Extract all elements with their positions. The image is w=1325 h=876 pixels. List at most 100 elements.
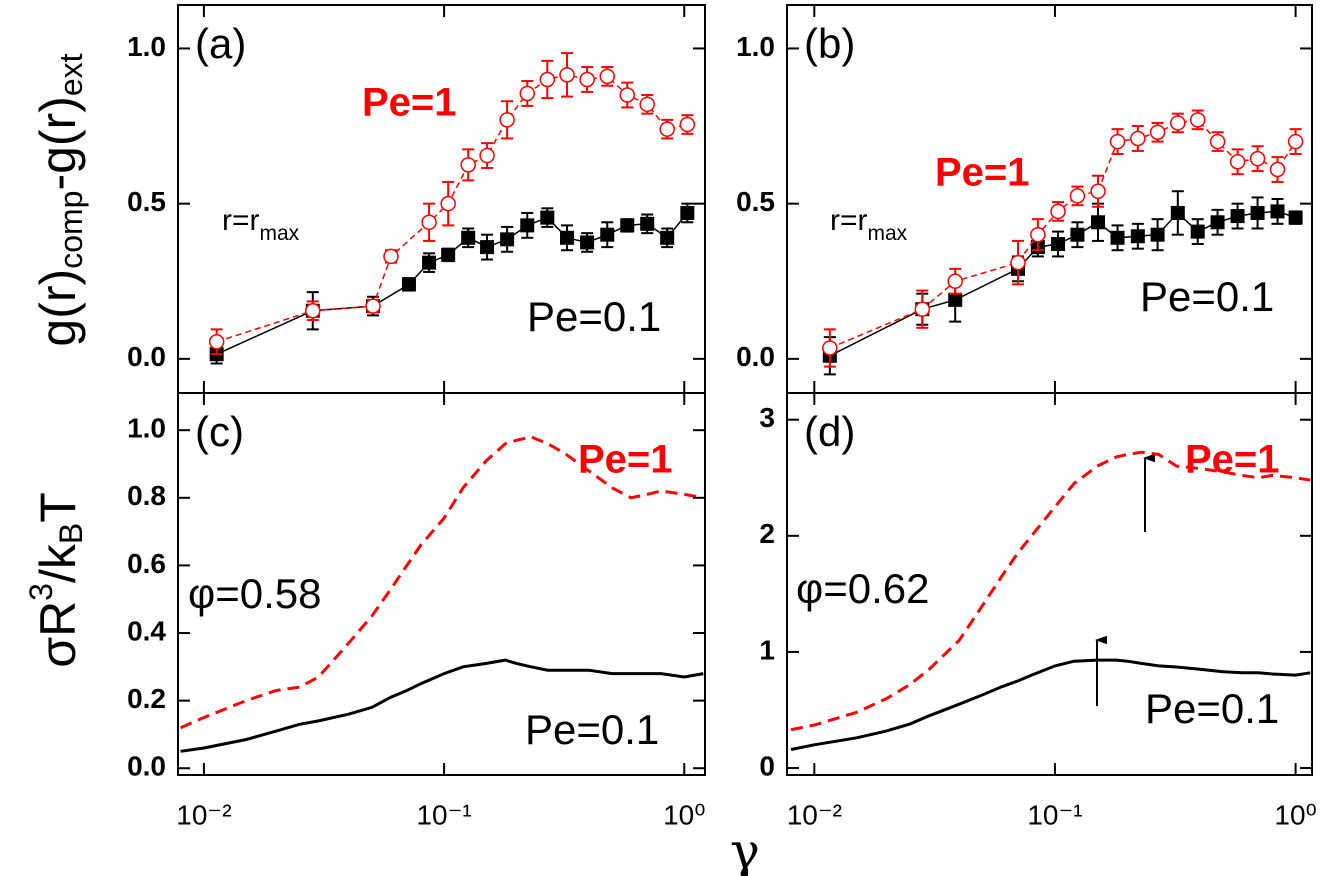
marker xyxy=(383,248,399,265)
marker xyxy=(519,85,536,102)
plot-area xyxy=(179,435,704,753)
marker xyxy=(1091,215,1106,230)
label-sub: ext xyxy=(53,53,89,96)
note-text: r=r xyxy=(830,204,868,237)
y-tick-label: 0.5 xyxy=(127,186,166,217)
marker xyxy=(1130,130,1146,147)
marker xyxy=(579,71,595,88)
series-line xyxy=(179,435,704,730)
marker xyxy=(1249,150,1266,167)
marker xyxy=(1209,133,1226,150)
x-tick-label: 10⁻² xyxy=(787,799,842,830)
marker xyxy=(680,205,695,220)
marker xyxy=(1109,133,1126,150)
marker xyxy=(659,121,675,137)
marker xyxy=(1130,229,1145,244)
note-sub: max xyxy=(868,222,908,245)
marker xyxy=(1150,227,1165,242)
marker xyxy=(1051,237,1066,252)
marker xyxy=(1010,254,1026,271)
marker xyxy=(208,334,225,350)
frame xyxy=(786,392,1313,776)
series-label: Pe=1 xyxy=(362,81,457,125)
marker xyxy=(560,230,575,245)
marker xyxy=(660,230,675,245)
plot-area xyxy=(822,109,1304,376)
marker xyxy=(1170,115,1186,131)
y-axis-label: g(r)comp-g(r)ext xyxy=(30,53,89,346)
x-tick-label: 10⁻¹ xyxy=(416,799,471,830)
label-sub: B xyxy=(53,523,89,544)
series-line xyxy=(790,658,1311,751)
marker xyxy=(639,96,655,113)
label-part: g(r) xyxy=(30,269,86,347)
marker xyxy=(540,210,555,225)
x-tick-label: 10⁰ xyxy=(1274,799,1316,830)
y-tick-label: 3 xyxy=(759,402,775,433)
marker xyxy=(620,218,635,233)
label-part: /k xyxy=(30,543,86,583)
marker xyxy=(1050,203,1066,220)
marker xyxy=(500,232,515,247)
marker xyxy=(1229,154,1246,170)
y-axis-label: σR3/kBT xyxy=(23,492,89,668)
series-label: Pe=1 xyxy=(578,438,673,482)
panel-label: (d) xyxy=(804,408,855,455)
x-axis-label: γ xyxy=(730,822,760,876)
panel-label: (b) xyxy=(804,20,855,67)
marker xyxy=(640,216,655,231)
series-line xyxy=(829,118,1297,349)
series-line xyxy=(216,74,688,343)
y-tick-label: 0.8 xyxy=(127,480,166,511)
marker xyxy=(421,214,437,231)
marker xyxy=(422,255,437,270)
y-tick-label: 0.2 xyxy=(127,683,166,714)
plot-area xyxy=(790,450,1311,751)
frame xyxy=(177,392,706,776)
label-sup: 3 xyxy=(23,583,59,601)
marker xyxy=(479,147,495,164)
y-tick-label: 1.0 xyxy=(127,31,166,62)
note: r=rmax xyxy=(830,204,908,245)
marker xyxy=(305,302,321,319)
label-part: σR xyxy=(30,601,86,668)
marker xyxy=(441,247,456,262)
marker xyxy=(461,230,476,245)
x-tick-label: 10⁰ xyxy=(663,799,705,830)
series-label: Pe=0.1 xyxy=(1145,685,1279,732)
marker xyxy=(440,195,456,212)
label-part: T xyxy=(30,492,86,523)
marker xyxy=(599,68,616,85)
y-tick-label: 0.0 xyxy=(736,341,775,372)
marker xyxy=(1287,133,1304,150)
marker xyxy=(948,292,963,307)
y-tick-label: 2 xyxy=(759,518,775,549)
marker xyxy=(365,298,381,314)
marker xyxy=(619,87,636,103)
marker xyxy=(401,277,416,292)
note-text: r=r xyxy=(222,204,260,237)
marker xyxy=(1070,227,1085,242)
marker xyxy=(1250,205,1265,220)
marker xyxy=(1149,124,1166,141)
marker xyxy=(1030,226,1046,243)
marker xyxy=(947,273,963,290)
note: φ=0.62 xyxy=(796,565,930,612)
marker xyxy=(1110,230,1125,245)
marker xyxy=(499,112,515,128)
y-tick-label: 1.0 xyxy=(127,413,166,444)
marker xyxy=(1210,215,1225,230)
marker xyxy=(1269,161,1286,178)
marker xyxy=(1230,209,1245,224)
series-label: Pe=1 xyxy=(935,151,1030,195)
frame xyxy=(786,4,1313,394)
series-label: Pe=0.1 xyxy=(1140,273,1274,320)
note: φ=0.58 xyxy=(188,570,322,617)
marker xyxy=(1270,204,1285,219)
x-tick-label: 10⁻² xyxy=(176,799,231,830)
panel-label: (a) xyxy=(195,20,246,67)
marker xyxy=(679,116,696,133)
marker xyxy=(539,71,556,88)
y-tick-label: 1 xyxy=(759,634,775,665)
y-tick-label: 0.6 xyxy=(127,548,166,579)
